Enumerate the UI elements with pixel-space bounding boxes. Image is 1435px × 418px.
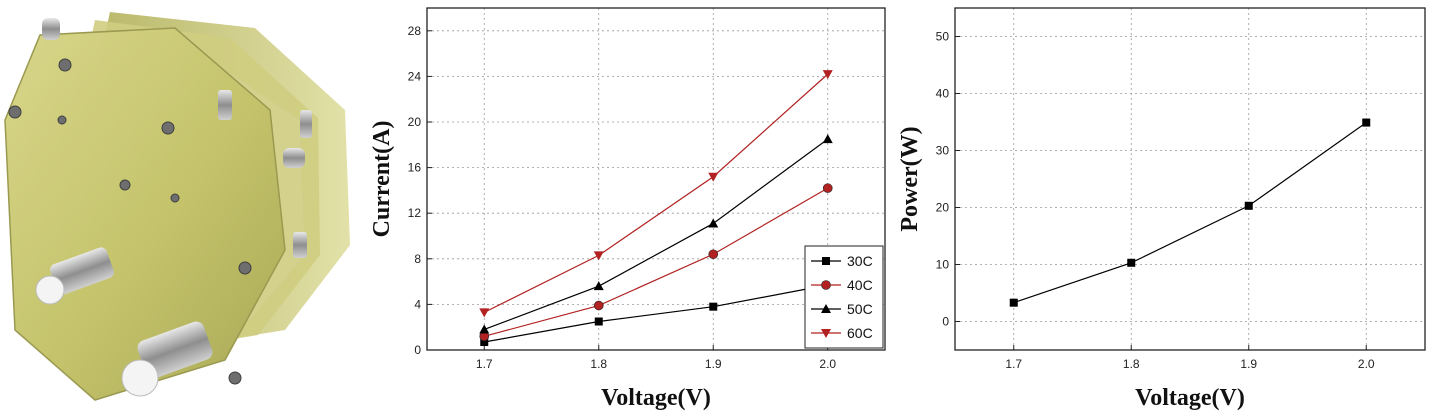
gridlines <box>955 8 1425 350</box>
data-point <box>708 249 719 260</box>
plot-frame <box>954 7 1426 351</box>
y-tick-label: 12 <box>408 206 422 220</box>
data-point <box>480 338 489 347</box>
legend-label: 40C <box>847 277 873 293</box>
legend-label: 50C <box>847 301 873 317</box>
data-point <box>593 281 604 291</box>
series-line <box>484 284 828 343</box>
x-tick-label: 1.7 <box>1005 357 1022 371</box>
y-tick-label: 0 <box>414 343 421 357</box>
data-point <box>822 183 833 193</box>
y-tick-label: 16 <box>408 161 422 175</box>
series-30C <box>480 281 832 347</box>
data-point <box>479 308 490 318</box>
data-point <box>1362 118 1371 127</box>
y-tick-label: 28 <box>408 24 422 38</box>
data-point <box>479 324 490 334</box>
legend-marker <box>822 257 830 265</box>
data-point <box>708 218 719 228</box>
series-power <box>1009 118 1371 307</box>
data-point <box>593 300 604 311</box>
series-line <box>483 73 829 313</box>
legend-marker <box>821 329 831 338</box>
x-tick-label: 1.7 <box>476 357 493 371</box>
x-tick-label: 2.0 <box>819 357 836 371</box>
data-point <box>822 70 833 80</box>
y-axis-title: Power(W) <box>897 126 923 231</box>
legend-box <box>804 245 884 349</box>
legend-marker <box>821 304 831 313</box>
legend: 30C 40C 50C 60C <box>804 245 884 349</box>
series-60C <box>479 70 833 318</box>
y-tick-label: 30 <box>936 144 950 158</box>
plot-frame <box>426 7 886 351</box>
y-tick-label: 8 <box>414 252 421 266</box>
legend-label: 30C <box>847 253 873 269</box>
series-line <box>484 187 829 337</box>
x-tick-label: 1.9 <box>705 357 722 371</box>
y-tick-label: 20 <box>408 115 422 129</box>
data-point <box>1009 298 1018 307</box>
x-axis-title: Voltage(V) <box>1135 385 1245 411</box>
data-point <box>708 172 719 182</box>
data-point <box>709 302 718 311</box>
power-vs-voltage-chart: 1.7 1.8 1.9 2.0 0 10 20 30 40 50 Voltage(V) Power(W… <box>895 0 1435 413</box>
y-tick-label: 20 <box>936 201 950 215</box>
current-vs-voltage-chart: 1.7 1.8 1.9 2.0 0 4 8 12 16 20 24 28 Voltage(V) Curre… <box>355 0 895 413</box>
series-line <box>484 138 829 331</box>
y-tick-label: 40 <box>936 87 950 101</box>
x-tick-label: 1.9 <box>1240 357 1257 371</box>
x-axis-title: Voltage(V) <box>601 385 711 411</box>
electrolyzer-stack-photo <box>0 0 360 413</box>
y-tick-label: 50 <box>936 30 950 44</box>
electrolyzer-stack-illustration <box>4 12 350 401</box>
data-point <box>1244 201 1253 210</box>
y-axis-title: Current(A) <box>369 121 395 238</box>
data-point <box>593 251 604 261</box>
x-tick-label: 1.8 <box>1123 357 1140 371</box>
series-40C <box>479 183 833 342</box>
legend-marker <box>821 280 831 290</box>
data-point <box>1127 258 1136 267</box>
x-tick-label: 2.0 <box>1358 357 1375 371</box>
series-line <box>1013 122 1367 304</box>
series-50C <box>479 134 833 334</box>
data-point <box>822 134 833 144</box>
legend-label: 60C <box>847 325 873 341</box>
y-tick-label: 24 <box>408 69 422 83</box>
data-point <box>594 317 603 326</box>
y-tick-label: 4 <box>414 297 421 311</box>
x-tick-label: 1.8 <box>590 357 607 371</box>
y-tick-label: 0 <box>942 315 949 329</box>
y-tick-label: 10 <box>936 258 950 272</box>
